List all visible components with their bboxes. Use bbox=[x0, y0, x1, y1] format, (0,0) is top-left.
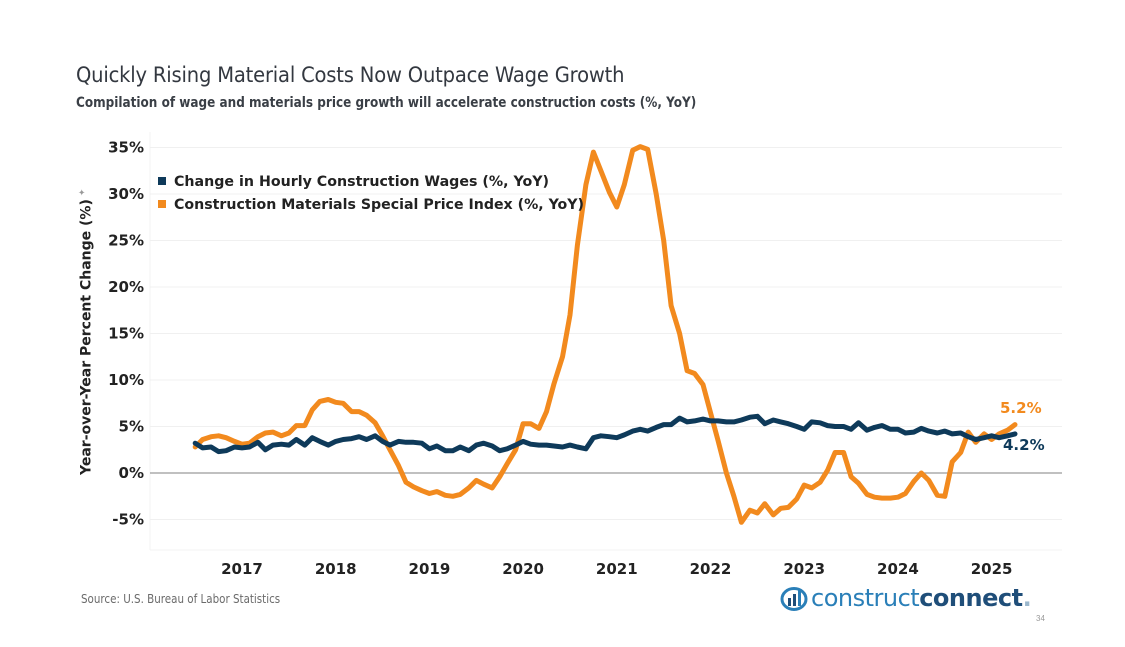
x-tick-label: 2023 bbox=[783, 560, 825, 578]
logo-text-light: construct bbox=[811, 584, 920, 612]
chart-subtitle: Compilation of wage and materials price … bbox=[76, 95, 697, 111]
x-tick-label: 2024 bbox=[877, 560, 919, 578]
legend-label: Change in Hourly Construction Wages (%, … bbox=[174, 174, 549, 190]
materials-line bbox=[192, 144, 1018, 525]
page-number: 34 bbox=[1036, 614, 1045, 623]
series-lines bbox=[192, 144, 1018, 525]
legend-swatch bbox=[158, 200, 166, 208]
chart-title: Quickly Rising Material Costs Now Outpac… bbox=[76, 63, 625, 87]
x-tick-label: 2019 bbox=[409, 560, 451, 578]
wages-line bbox=[192, 413, 1018, 455]
logo-dot: . bbox=[1022, 584, 1032, 612]
y-tick-label: 10% bbox=[108, 371, 144, 389]
y-tick-label: 15% bbox=[108, 325, 144, 343]
y-axis-ticks: 35% 30% 25% 20% 15% 10% 5% 0% -5% bbox=[108, 139, 144, 529]
logo-mark-icon bbox=[780, 587, 808, 611]
x-tick-label: 2018 bbox=[315, 560, 357, 578]
legend: Change in Hourly Construction Wages (%, … bbox=[158, 174, 584, 213]
y-tick-label: 20% bbox=[108, 278, 144, 296]
gridlines bbox=[149, 132, 1062, 551]
y-tick-label: 30% bbox=[108, 185, 144, 203]
x-axis-ticks: 2017 2018 2019 2020 2021 2022 2023 2024 2025 bbox=[221, 560, 1012, 578]
y-tick-label: 0% bbox=[119, 464, 144, 482]
constructconnect-logo: construct connect. bbox=[780, 584, 1032, 612]
x-tick-label: 2021 bbox=[596, 560, 638, 578]
x-tick-label: 2017 bbox=[221, 560, 263, 578]
wages-end-label: 4.2% bbox=[1003, 436, 1045, 454]
y-tick-label: 5% bbox=[119, 418, 144, 436]
source-note: Source: U.S. Bureau of Labor Statistics bbox=[81, 592, 281, 606]
materials-end-label: 5.2% bbox=[1000, 399, 1042, 417]
logo-text-bold: connect bbox=[919, 584, 1023, 612]
y-tick-label: -5% bbox=[112, 511, 144, 529]
legend-label: Construction Materials Special Price Ind… bbox=[174, 197, 584, 213]
x-tick-label: 2025 bbox=[971, 560, 1013, 578]
end-labels: 5.2% 4.2% bbox=[1000, 399, 1045, 454]
y-tick-label: 25% bbox=[108, 232, 144, 250]
x-tick-label: 2022 bbox=[690, 560, 732, 578]
legend-swatch bbox=[158, 177, 166, 185]
y-tick-label: 35% bbox=[108, 139, 144, 157]
x-tick-label: 2020 bbox=[502, 560, 544, 578]
